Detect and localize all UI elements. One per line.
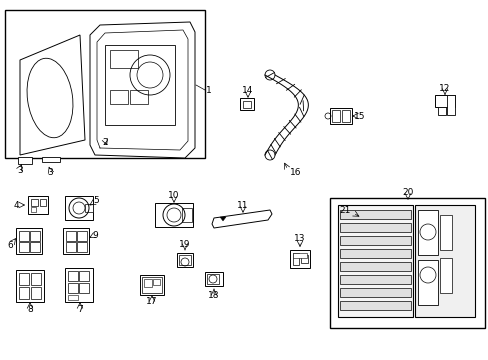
Bar xyxy=(110,50,138,68)
Bar xyxy=(339,301,410,310)
Bar xyxy=(5,10,204,158)
Bar xyxy=(339,249,410,258)
Bar xyxy=(19,273,29,285)
Bar xyxy=(66,231,76,241)
Bar xyxy=(16,270,44,302)
Text: 17: 17 xyxy=(146,297,158,306)
Bar xyxy=(339,288,410,297)
Bar xyxy=(31,287,41,299)
Bar xyxy=(417,210,437,255)
Bar xyxy=(155,203,193,227)
Bar xyxy=(206,274,219,284)
Text: 20: 20 xyxy=(402,188,413,197)
Polygon shape xyxy=(212,210,271,228)
Text: 21: 21 xyxy=(339,206,350,215)
Polygon shape xyxy=(20,35,85,155)
Bar xyxy=(289,250,309,268)
Bar xyxy=(329,198,484,328)
Bar xyxy=(301,255,307,263)
Bar xyxy=(85,204,93,212)
Bar xyxy=(63,228,89,254)
Bar xyxy=(437,107,445,115)
Bar xyxy=(339,262,410,271)
Bar xyxy=(179,255,191,265)
Text: 16: 16 xyxy=(290,167,301,176)
Text: 1: 1 xyxy=(206,86,211,95)
Bar xyxy=(19,242,29,252)
Bar xyxy=(331,110,339,122)
Bar xyxy=(19,231,29,241)
Bar xyxy=(142,277,162,293)
Text: 5: 5 xyxy=(93,195,99,204)
Bar xyxy=(31,207,36,212)
Bar xyxy=(329,108,351,124)
Bar xyxy=(77,242,87,252)
Bar xyxy=(30,242,40,252)
Bar xyxy=(65,268,93,302)
Text: 6: 6 xyxy=(7,240,13,249)
Bar xyxy=(204,272,223,286)
Text: 3: 3 xyxy=(17,166,23,175)
Bar xyxy=(243,101,250,108)
Bar xyxy=(337,205,412,317)
Text: 12: 12 xyxy=(438,84,450,93)
Text: 4: 4 xyxy=(13,201,19,210)
Bar xyxy=(68,295,78,300)
Text: 11: 11 xyxy=(237,201,248,210)
Bar xyxy=(79,271,89,281)
Text: 9: 9 xyxy=(92,230,98,239)
Text: 14: 14 xyxy=(242,86,253,95)
Text: 18: 18 xyxy=(208,291,219,300)
Bar xyxy=(18,157,32,164)
Bar xyxy=(341,110,349,122)
Text: 19: 19 xyxy=(179,239,190,248)
Text: 7: 7 xyxy=(77,306,82,315)
Bar xyxy=(30,231,40,241)
Ellipse shape xyxy=(27,58,73,138)
Bar xyxy=(77,231,87,241)
Bar xyxy=(16,228,42,254)
Bar xyxy=(105,45,175,125)
Bar xyxy=(177,253,193,267)
Bar xyxy=(339,236,410,245)
Bar xyxy=(68,271,78,281)
Bar xyxy=(439,258,451,293)
Bar xyxy=(110,90,128,104)
Bar xyxy=(143,279,152,287)
Bar xyxy=(417,260,437,305)
Bar xyxy=(414,205,474,317)
Bar xyxy=(140,275,163,295)
Bar xyxy=(439,215,451,250)
Bar xyxy=(40,199,46,206)
Text: 13: 13 xyxy=(294,234,305,243)
Text: 8: 8 xyxy=(27,306,33,315)
Text: 3: 3 xyxy=(47,167,53,176)
Bar xyxy=(292,253,298,265)
Bar xyxy=(28,196,48,214)
Bar xyxy=(182,208,192,222)
Bar xyxy=(42,157,60,162)
Text: 2: 2 xyxy=(102,138,107,147)
Bar xyxy=(240,98,253,110)
Bar xyxy=(19,287,29,299)
Bar xyxy=(66,242,76,252)
Bar xyxy=(130,90,148,104)
Bar xyxy=(339,223,410,232)
Text: 10: 10 xyxy=(168,190,180,199)
Bar xyxy=(31,273,41,285)
Bar xyxy=(31,199,38,206)
Text: 15: 15 xyxy=(353,112,365,121)
Bar xyxy=(339,275,410,284)
Bar xyxy=(79,283,89,293)
Bar xyxy=(446,95,454,115)
Polygon shape xyxy=(90,22,195,158)
Bar xyxy=(65,196,93,220)
Bar xyxy=(153,279,160,285)
Bar xyxy=(292,253,306,258)
Polygon shape xyxy=(220,217,225,221)
Bar xyxy=(68,283,78,293)
Bar xyxy=(339,210,410,219)
Bar xyxy=(434,95,454,107)
